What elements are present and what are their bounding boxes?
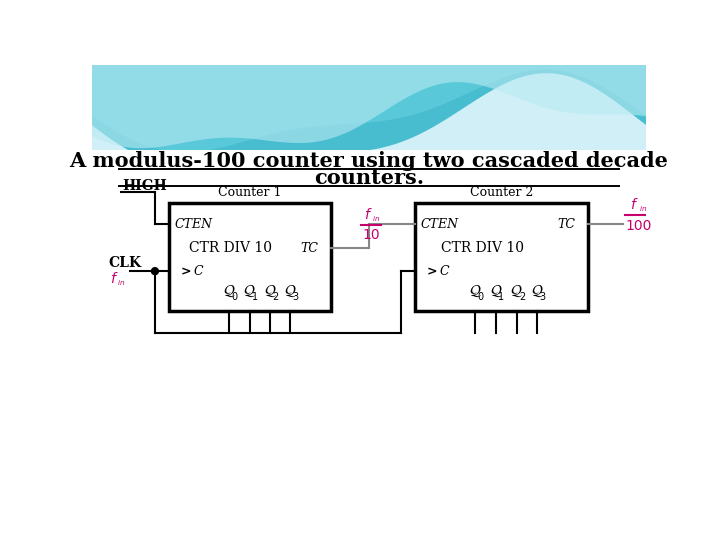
Text: 2: 2: [273, 292, 279, 301]
Text: $\mathcal{Q}$: $\mathcal{Q}$: [510, 284, 523, 299]
Polygon shape: [92, 65, 647, 167]
Text: Counter 1: Counter 1: [218, 186, 282, 199]
Text: $\mathcal{Q}$: $\mathcal{Q}$: [284, 284, 297, 299]
Text: 0: 0: [477, 292, 484, 301]
Bar: [168, 204, 330, 311]
Polygon shape: [92, 65, 647, 152]
Text: CLK: CLK: [109, 256, 142, 271]
Text: $f$: $f$: [630, 198, 639, 212]
Circle shape: [151, 268, 158, 275]
Text: $\mathcal{Q}$: $\mathcal{Q}$: [264, 284, 276, 299]
Text: HIGH: HIGH: [122, 179, 167, 193]
Text: $f$: $f$: [364, 207, 372, 222]
Text: A modulus-100 counter using two cascaded decade: A modulus-100 counter using two cascaded…: [70, 151, 668, 171]
Text: $_{in}$: $_{in}$: [372, 214, 380, 224]
Text: $\mathcal{Q}$: $\mathcal{Q}$: [243, 284, 256, 299]
Text: 0: 0: [231, 292, 238, 301]
Text: $\mathcal{Q}$: $\mathcal{Q}$: [490, 284, 503, 299]
Text: $_{in}$: $_{in}$: [117, 279, 125, 288]
Polygon shape: [92, 65, 647, 148]
Text: CTEN: CTEN: [174, 218, 212, 231]
Text: $_{in}$: $_{in}$: [639, 204, 647, 214]
Text: CTEN: CTEN: [420, 218, 459, 231]
Text: CTR DIV 10: CTR DIV 10: [441, 241, 524, 255]
Text: CTR DIV 10: CTR DIV 10: [189, 241, 272, 255]
Text: $\mathbf{>}$C: $\mathbf{>}$C: [425, 264, 451, 278]
Text: TC: TC: [300, 241, 318, 254]
Text: 2: 2: [519, 292, 526, 301]
Text: 10: 10: [362, 228, 380, 242]
Text: $\mathcal{Q}$: $\mathcal{Q}$: [222, 284, 235, 299]
Text: 100: 100: [625, 219, 652, 233]
Text: $\mathbf{>}$C: $\mathbf{>}$C: [178, 264, 204, 278]
Text: $\mathcal{Q}$: $\mathcal{Q}$: [469, 284, 482, 299]
Bar: [415, 204, 588, 311]
Text: Counter 2: Counter 2: [470, 186, 534, 199]
Text: 3: 3: [539, 292, 545, 301]
Bar: [92, 150, 647, 481]
Text: counters.: counters.: [314, 168, 424, 188]
Text: 3: 3: [293, 292, 299, 301]
Text: TC: TC: [558, 218, 576, 231]
Text: 1: 1: [252, 292, 258, 301]
Text: $\mathcal{Q}$: $\mathcal{Q}$: [531, 284, 543, 299]
Text: $f$: $f$: [109, 272, 118, 286]
Text: 1: 1: [498, 292, 505, 301]
